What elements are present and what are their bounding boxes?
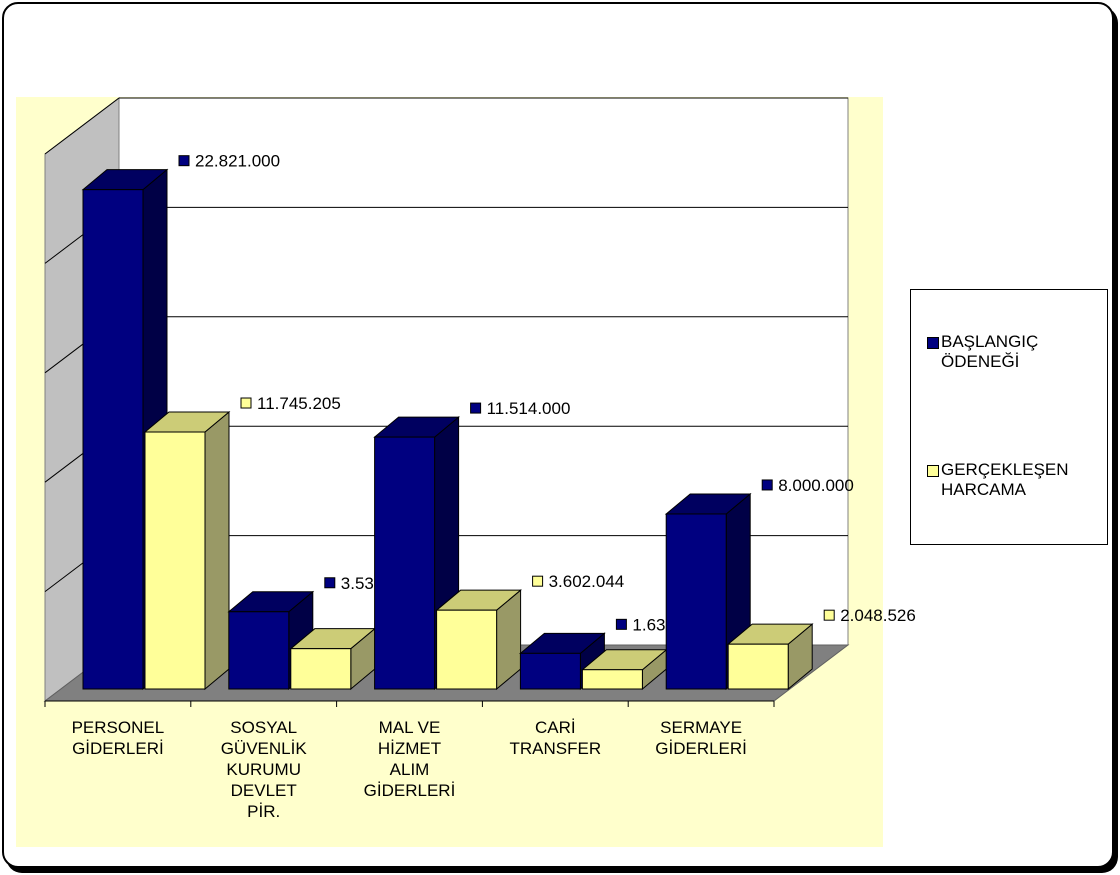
- data-label: 8.000.000: [778, 476, 854, 495]
- data-label-marker: [470, 402, 482, 414]
- data-label: 3.602.044: [549, 572, 625, 591]
- bar: [727, 643, 789, 690]
- bar: [228, 611, 290, 690]
- x-tick-label: PERSONEL GİDERLERİ: [72, 718, 165, 758]
- data-label: 11.745.205: [257, 394, 341, 413]
- bar: [374, 436, 436, 690]
- bar: [290, 648, 352, 690]
- bar: [82, 189, 144, 690]
- data-label: 22.821.000: [195, 152, 280, 171]
- legend-item-gerceklesen: GERÇEKLEŞEN HARCAMA: [927, 460, 1069, 500]
- legend-swatch-gerceklesen: [927, 465, 939, 477]
- data-label-marker: [178, 155, 190, 167]
- data-label: 2.048.526: [840, 606, 916, 625]
- data-label-marker: [324, 577, 336, 589]
- bar: [144, 431, 206, 690]
- legend: BAŞLANGIÇ ÖDENEĞİ GERÇEKLEŞEN HARCAMA: [910, 289, 1108, 545]
- legend-item-baslangic: BAŞLANGIÇ ÖDENEĞİ: [927, 332, 1038, 372]
- legend-swatch-baslangic: [927, 337, 939, 349]
- bar-chart: 22.821.00011.745.205PERSONELGİDERLERİ3.5…: [43, 96, 916, 821]
- gridline-side: [44, 97, 120, 155]
- legend-label-gerceklesen: GERÇEKLEŞEN HARCAMA: [941, 460, 1069, 499]
- data-label-marker: [761, 479, 773, 491]
- legend-label-baslangic: BAŞLANGIÇ ÖDENEĞİ: [941, 332, 1039, 371]
- data-label-marker: [615, 618, 627, 630]
- data-label-marker: [240, 397, 252, 409]
- bar: [581, 669, 643, 690]
- data-label-marker: [823, 609, 835, 621]
- bar: [519, 652, 581, 690]
- x-tick-label: MAL VE HİZMET ALIM GİDERLERİ: [364, 718, 456, 800]
- data-label: 11.514.000: [487, 399, 571, 418]
- x-tick-label: SERMAYE GİDERLERİ: [655, 718, 747, 758]
- x-tick-label: SOSYAL GÜVENLİK KURUMU DEVLET PİR.: [221, 718, 308, 821]
- data-label-marker: [532, 575, 544, 587]
- x-tick-label: CARİ TRANSFER: [509, 718, 601, 758]
- bar: [665, 513, 727, 690]
- bar: [436, 609, 498, 690]
- bar-side: [204, 410, 230, 691]
